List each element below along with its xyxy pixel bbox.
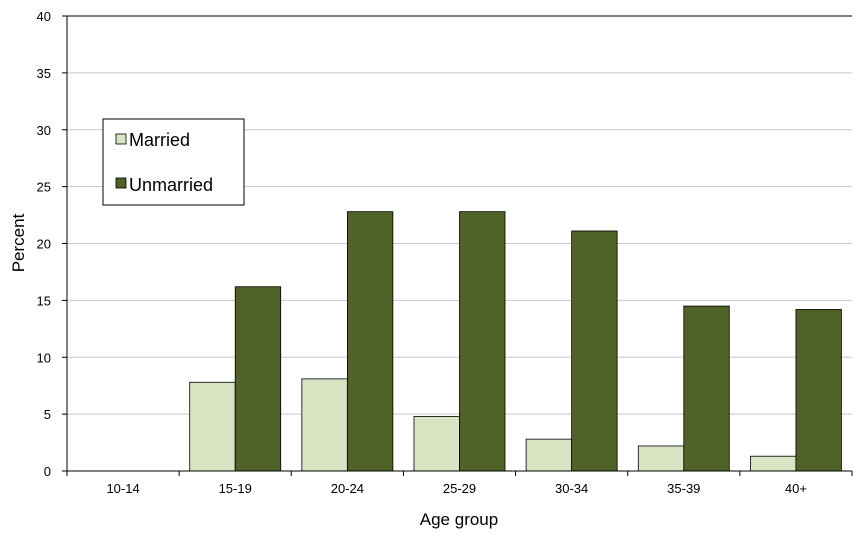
y-tick-label: 30	[37, 123, 51, 138]
y-tick-label: 10	[37, 350, 51, 365]
y-tick-label: 40	[37, 9, 51, 24]
bar-married	[525, 438, 573, 472]
bar-unmarried	[346, 211, 394, 472]
bar-married	[301, 378, 348, 472]
x-axis-title: Age group	[420, 510, 498, 529]
legend-swatch-unmarried	[115, 177, 127, 189]
y-tick-label: 25	[37, 180, 51, 195]
legend-box	[102, 118, 245, 206]
bar-married	[750, 455, 797, 472]
bar-unmarried	[459, 211, 506, 472]
y-tick-label: 5	[44, 407, 51, 422]
y-tick-label: 35	[37, 66, 51, 81]
bar-unmarried	[795, 309, 842, 472]
legend: Married Unmarried	[102, 118, 245, 206]
y-tick-label: 20	[37, 237, 51, 252]
y-tick-label: 0	[44, 464, 51, 479]
bar-married	[189, 381, 236, 472]
legend-label-unmarried: Unmarried	[129, 175, 213, 195]
x-tick-label: 35-39	[667, 481, 700, 496]
x-tick-label: 30-34	[555, 481, 588, 496]
x-tick-label: 10-14	[106, 481, 139, 496]
x-tick-labels: 10-14 15-19 20-24 25-29 30-34 35-39 40+	[66, 471, 853, 496]
x-tick-label: 15-19	[219, 481, 252, 496]
bar-married	[637, 445, 685, 472]
legend-label-married: Married	[129, 130, 190, 150]
y-axis-title: Percent	[9, 213, 28, 272]
x-tick-label: 40+	[785, 481, 807, 496]
y-tick-labels: 0 5 10 15 20 25 30 35 40	[37, 9, 67, 479]
bars	[189, 211, 842, 472]
bar-unmarried	[234, 286, 282, 472]
y-tick-label: 15	[37, 293, 51, 308]
bar-unmarried	[571, 230, 618, 472]
x-tick-label: 20-24	[331, 481, 364, 496]
legend-swatch-married	[115, 133, 127, 145]
x-tick-label: 25-29	[443, 481, 476, 496]
bar-married	[413, 415, 460, 472]
bar-unmarried	[683, 305, 730, 472]
